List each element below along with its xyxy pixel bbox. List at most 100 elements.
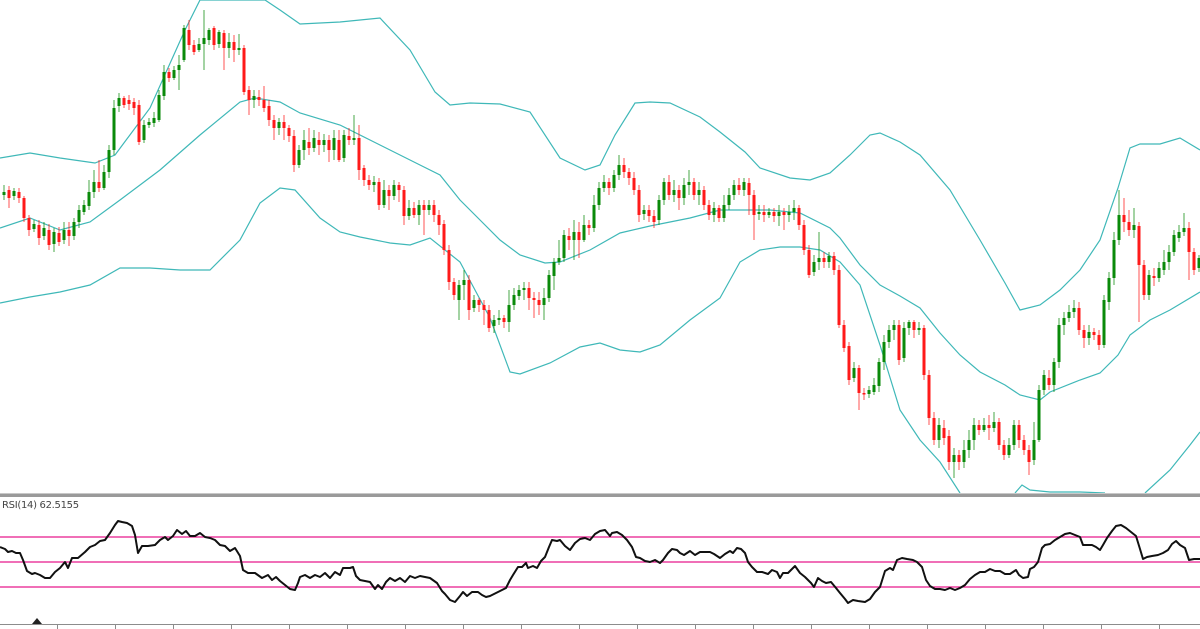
time-axis-tick (173, 625, 174, 629)
candle (3, 185, 6, 200)
candle (573, 220, 576, 260)
candle (898, 320, 901, 365)
period-separator-marker-icon[interactable] (32, 618, 42, 624)
candle (708, 200, 711, 220)
candle (793, 200, 796, 220)
candle (423, 200, 426, 235)
candle (463, 270, 466, 300)
candle (883, 335, 886, 370)
candle (928, 370, 931, 425)
candle (18, 188, 21, 203)
candle (553, 258, 556, 290)
candle (843, 320, 846, 352)
candle (853, 362, 856, 382)
candle (123, 96, 126, 108)
time-axis-tick (695, 625, 696, 629)
candle (733, 180, 736, 200)
candle (238, 34, 241, 55)
time-axis-tick (463, 625, 464, 629)
candle (1048, 370, 1051, 390)
candle (233, 35, 236, 62)
candle (408, 200, 411, 220)
candle (193, 40, 196, 55)
candle (908, 320, 911, 335)
candle (418, 200, 421, 225)
candle (888, 325, 891, 348)
candle (1078, 302, 1081, 335)
candle (873, 378, 876, 395)
candle (963, 440, 966, 468)
candle (943, 420, 946, 445)
candle (978, 420, 981, 435)
price-chart-pane[interactable] (0, 0, 1200, 493)
time-axis-tick (231, 625, 232, 629)
candle (523, 282, 526, 300)
candle (473, 295, 476, 312)
candle (28, 215, 31, 236)
candle (953, 448, 956, 478)
candle (548, 270, 551, 302)
candle (1143, 260, 1146, 300)
candle (358, 125, 361, 180)
candle (858, 365, 861, 410)
candle (1113, 232, 1116, 285)
bollinger-upper-line (0, 0, 1200, 310)
candle (198, 38, 201, 52)
candle (1088, 325, 1091, 345)
candle (253, 90, 256, 108)
rsi-indicator-pane[interactable] (0, 497, 1200, 624)
time-axis-tick (1159, 625, 1160, 629)
candle (683, 178, 686, 205)
candle (1128, 210, 1131, 236)
candle (478, 298, 481, 312)
candle (1168, 245, 1171, 270)
candle (838, 265, 841, 328)
candle (208, 28, 211, 45)
candle (803, 220, 806, 255)
candle (878, 358, 881, 392)
candle (533, 292, 536, 318)
time-axis-tick (57, 625, 58, 629)
candle (593, 195, 596, 232)
candle (753, 190, 756, 240)
candle (588, 220, 591, 235)
candle (323, 134, 326, 152)
candle (823, 252, 826, 268)
time-axis-tick (869, 625, 870, 629)
time-axis-tick (521, 625, 522, 629)
candle (958, 450, 961, 470)
candle (1138, 222, 1141, 322)
candle (43, 222, 46, 240)
candle (318, 132, 321, 155)
candle (968, 430, 971, 458)
time-axis (0, 624, 1200, 629)
candle (728, 188, 731, 210)
candle (568, 228, 571, 250)
candle (1153, 268, 1156, 286)
candle (93, 170, 96, 198)
candle (693, 178, 696, 200)
candle (1013, 420, 1016, 450)
candle (48, 224, 51, 250)
candle (313, 130, 316, 152)
candle (738, 178, 741, 195)
candle (203, 10, 206, 70)
candle (173, 66, 176, 80)
candle (608, 178, 611, 195)
candle (113, 100, 116, 155)
candle (818, 232, 821, 270)
candle (308, 128, 311, 155)
candle (138, 100, 141, 145)
candle (1018, 420, 1021, 448)
candle (503, 315, 506, 328)
candle (328, 135, 331, 162)
candle (863, 388, 866, 400)
candle (663, 178, 666, 205)
candle (288, 125, 291, 142)
candle (378, 178, 381, 210)
candle (33, 220, 36, 232)
candle (278, 118, 281, 135)
candle (443, 220, 446, 255)
candle (1073, 300, 1076, 318)
candle (303, 130, 306, 160)
